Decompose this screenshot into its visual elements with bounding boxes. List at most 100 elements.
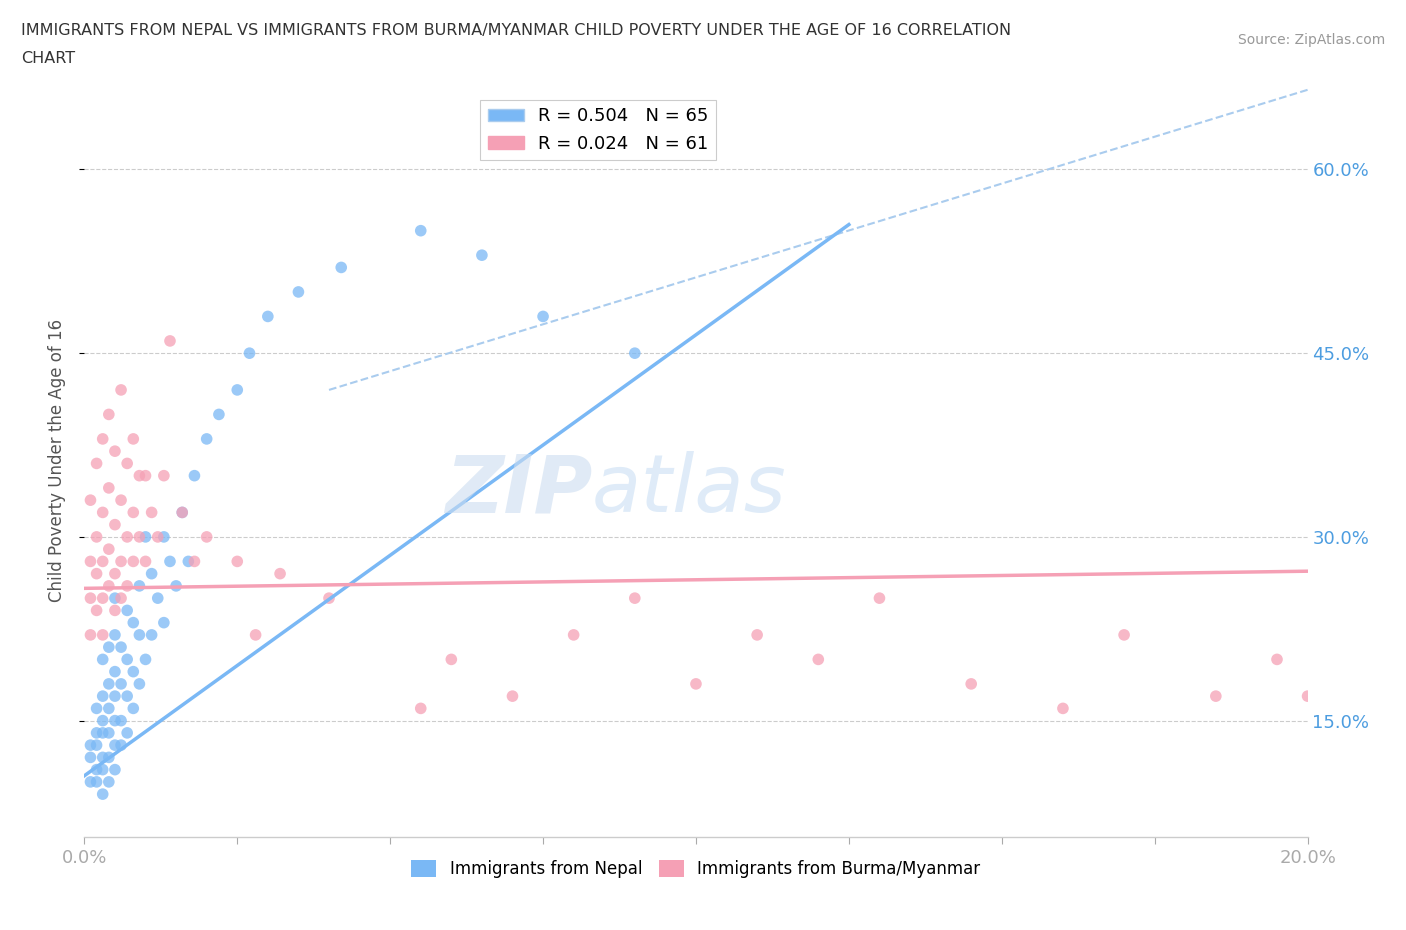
Point — [122, 616, 145, 631]
Text: IMMIGRANTS FROM NEPAL VS IMMIGRANTS FROM BURMA/MYANMAR CHILD POVERTY UNDER THE A: IMMIGRANTS FROM NEPAL VS IMMIGRANTS FROM… — [21, 23, 1011, 38]
Point — [79, 628, 101, 643]
Text: atlas: atlas — [592, 451, 787, 529]
Point — [79, 554, 101, 569]
Point — [91, 652, 114, 667]
Point — [97, 701, 120, 716]
Point — [226, 554, 249, 569]
Point — [104, 689, 127, 704]
Point — [1052, 701, 1074, 716]
Point — [86, 456, 108, 471]
Point — [91, 432, 114, 446]
Point — [153, 529, 176, 544]
Point — [471, 247, 494, 262]
Point — [79, 750, 101, 764]
Point — [122, 432, 145, 446]
Point — [685, 676, 707, 691]
Point — [195, 529, 218, 544]
Point — [122, 554, 145, 569]
Point — [97, 775, 120, 790]
Text: ZIP: ZIP — [444, 451, 592, 529]
Point — [409, 701, 432, 716]
Point — [97, 541, 120, 556]
Point — [104, 566, 127, 581]
Point — [79, 737, 101, 752]
Point — [91, 787, 114, 802]
Point — [183, 554, 205, 569]
Point — [110, 382, 132, 397]
Point — [141, 505, 163, 520]
Point — [110, 737, 132, 752]
Point — [97, 407, 120, 422]
Point — [172, 505, 194, 520]
Point — [153, 616, 176, 631]
Point — [141, 566, 163, 581]
Point — [104, 713, 127, 728]
Point — [86, 725, 108, 740]
Point — [135, 529, 157, 544]
Point — [91, 725, 114, 740]
Point — [104, 444, 127, 458]
Point — [91, 750, 114, 764]
Point — [86, 529, 108, 544]
Point — [104, 737, 127, 752]
Point — [238, 346, 260, 361]
Text: Source: ZipAtlas.com: Source: ZipAtlas.com — [1237, 33, 1385, 46]
Point — [135, 652, 157, 667]
Point — [128, 468, 150, 483]
Point — [128, 529, 150, 544]
Point — [146, 591, 169, 605]
Point — [79, 591, 101, 605]
Point — [960, 676, 983, 691]
Point — [97, 640, 120, 655]
Point — [135, 554, 157, 569]
Point — [91, 628, 114, 643]
Point — [115, 689, 138, 704]
Point — [562, 628, 585, 643]
Point — [1205, 689, 1227, 704]
Point — [122, 505, 145, 520]
Point — [624, 346, 647, 361]
Point — [869, 591, 891, 605]
Point — [226, 382, 249, 397]
Point — [97, 676, 120, 691]
Point — [747, 628, 769, 643]
Y-axis label: Child Poverty Under the Age of 16: Child Poverty Under the Age of 16 — [48, 319, 66, 602]
Point — [110, 554, 132, 569]
Point — [159, 554, 181, 569]
Point — [257, 309, 280, 324]
Point — [115, 456, 138, 471]
Point — [172, 505, 194, 520]
Text: CHART: CHART — [21, 51, 75, 66]
Point — [624, 591, 647, 605]
Point — [91, 689, 114, 704]
Point — [115, 603, 138, 618]
Point — [91, 505, 114, 520]
Point — [86, 701, 108, 716]
Point — [104, 603, 127, 618]
Point — [115, 529, 138, 544]
Point — [110, 640, 132, 655]
Point — [330, 260, 353, 275]
Point — [97, 578, 120, 593]
Point — [128, 676, 150, 691]
Point — [531, 309, 554, 324]
Point — [208, 407, 231, 422]
Point — [1296, 689, 1319, 704]
Point — [79, 775, 101, 790]
Point — [115, 652, 138, 667]
Point — [86, 763, 108, 777]
Point — [128, 628, 150, 643]
Point — [86, 775, 108, 790]
Point — [135, 468, 157, 483]
Point — [104, 517, 127, 532]
Point — [122, 701, 145, 716]
Point — [86, 566, 108, 581]
Point — [97, 725, 120, 740]
Point — [110, 713, 132, 728]
Point — [91, 713, 114, 728]
Point — [110, 493, 132, 508]
Point — [807, 652, 830, 667]
Point — [97, 481, 120, 496]
Point — [183, 468, 205, 483]
Point — [153, 468, 176, 483]
